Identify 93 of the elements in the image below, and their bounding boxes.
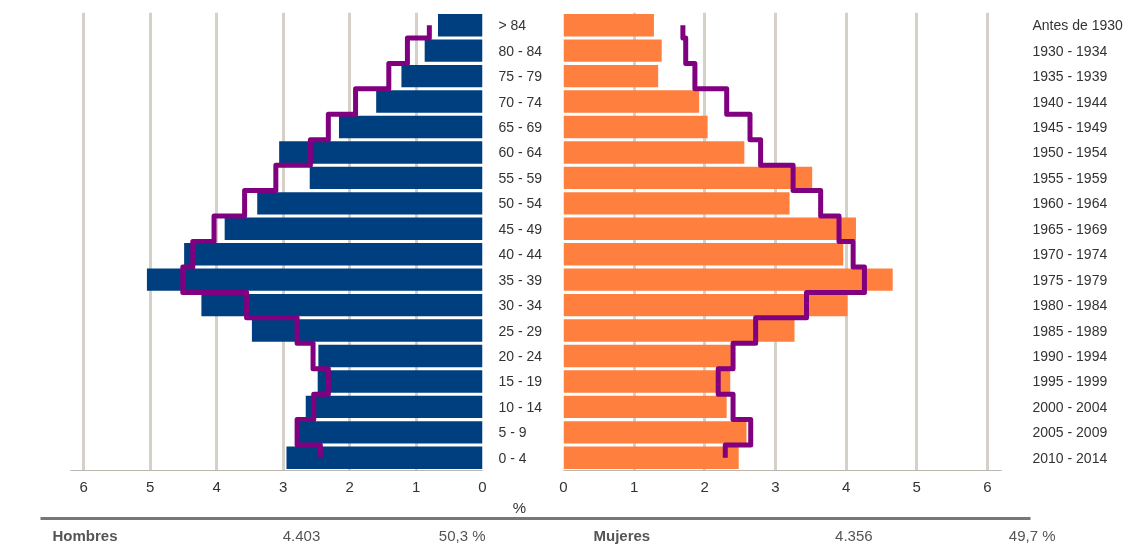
bar <box>309 166 483 190</box>
y-tick-label: 60 - 64 <box>498 144 543 161</box>
y-tick-label: 1985 - 1989 <box>1032 322 1108 339</box>
bar <box>563 39 662 62</box>
y-tick-label: 1975 - 1979 <box>1032 271 1108 288</box>
y-tick-label: 15 - 19 <box>498 373 543 390</box>
x-tick-label: 4 <box>212 477 221 495</box>
bar <box>563 14 654 37</box>
y-tick-label: 65 - 69 <box>498 119 543 135</box>
bar <box>338 115 483 139</box>
y-tick-label: 50 - 54 <box>498 195 543 212</box>
bar <box>563 64 659 88</box>
y-tick-label: > 84 <box>498 17 527 34</box>
y-tick-label: 35 - 39 <box>498 271 543 288</box>
x-tick-label: 0 <box>559 477 568 495</box>
y-tick-label: 1940 - 1944 <box>1032 93 1108 110</box>
bar <box>279 141 483 164</box>
bar <box>563 370 731 393</box>
bar <box>563 344 731 368</box>
x-tick-label: 0 <box>478 477 487 495</box>
text: 49,7 % <box>1008 527 1056 544</box>
y-tick-label: 75 - 79 <box>498 68 543 85</box>
y-tick-label: 1935 - 1939 <box>1032 68 1108 85</box>
y-tick-label: 1995 - 1999 <box>1032 373 1108 390</box>
bar <box>317 370 483 393</box>
y-tick-label: 20 - 24 <box>498 348 543 364</box>
bar <box>201 293 483 317</box>
bar <box>563 319 795 342</box>
y-tick-label: 1930 - 1934 <box>1032 42 1108 59</box>
bar <box>424 39 483 62</box>
y-tick-label: 2005 - 2009 <box>1032 424 1108 441</box>
y-tick-label: 25 - 29 <box>498 322 543 339</box>
bar <box>376 90 483 113</box>
bar <box>563 141 745 164</box>
text: 4.356 <box>835 526 873 544</box>
bar <box>401 64 483 88</box>
text: Mujeres <box>593 527 651 544</box>
y-tick-label: 70 - 74 <box>498 93 543 110</box>
y-tick-label: 1945 - 1949 <box>1032 119 1108 135</box>
bar <box>298 421 483 444</box>
bar <box>563 293 848 317</box>
bar <box>224 217 483 240</box>
y-tick-label: 55 - 59 <box>498 169 543 186</box>
bar <box>318 344 483 368</box>
x-tick-label: 4 <box>841 477 851 495</box>
y-tick-label: 1960 - 1964 <box>1032 195 1108 212</box>
y-tick-label: 30 - 34 <box>498 297 543 314</box>
y-tick-label: 2000 - 2004 <box>1032 398 1108 415</box>
bar <box>563 90 700 113</box>
bar <box>437 14 483 37</box>
x-tick-label: 6 <box>983 477 992 495</box>
y-tick-label: 1980 - 1984 <box>1032 297 1108 314</box>
x-tick-label: 3 <box>771 477 780 495</box>
bar <box>563 268 893 291</box>
bar <box>563 217 856 240</box>
bar <box>184 243 483 266</box>
y-tick-label: 10 - 14 <box>498 398 543 415</box>
y-tick-label: 45 - 49 <box>498 220 543 237</box>
x-tick-label: 2 <box>345 477 354 495</box>
bar <box>146 268 483 291</box>
text: 4.403 <box>282 526 321 544</box>
text: Hombres <box>52 527 118 544</box>
bar <box>563 446 739 469</box>
text: 50,3 % <box>438 527 486 544</box>
y-tick-label: 1965 - 1969 <box>1032 220 1108 237</box>
y-tick-label: 2010 - 2014 <box>1032 449 1108 466</box>
y-tick-label: 1970 - 1974 <box>1032 246 1108 263</box>
bar <box>563 192 790 215</box>
bar <box>563 166 813 190</box>
y-tick-label: 80 - 84 <box>498 42 543 59</box>
y-tick-label: 1955 - 1959 <box>1032 169 1108 186</box>
x-tick-label: 5 <box>912 477 921 495</box>
bar <box>286 446 483 469</box>
y-tick-label: Antes de 1930 <box>1032 17 1124 34</box>
bar <box>251 319 483 342</box>
bar <box>563 395 727 419</box>
bar <box>257 192 483 215</box>
bar <box>563 115 708 139</box>
y-tick-label: 1950 - 1954 <box>1032 144 1108 161</box>
bar <box>305 395 483 419</box>
bar <box>563 243 844 266</box>
y-tick-label: 0 - 4 <box>498 449 527 466</box>
x-tick-label: 3 <box>278 477 288 495</box>
y-tick-label: 1990 - 1994 <box>1032 348 1108 364</box>
x-tick-label: 6 <box>79 477 88 495</box>
x-axis-title: % <box>512 499 527 516</box>
x-tick-label: 5 <box>146 477 155 495</box>
x-tick-label: 2 <box>700 477 709 495</box>
y-tick-label: 5 - 9 <box>498 424 527 441</box>
bar <box>563 421 747 444</box>
x-tick-label: 1 <box>629 477 639 495</box>
x-tick-label: 1 <box>411 477 421 495</box>
y-tick-label: 40 - 44 <box>498 246 543 263</box>
